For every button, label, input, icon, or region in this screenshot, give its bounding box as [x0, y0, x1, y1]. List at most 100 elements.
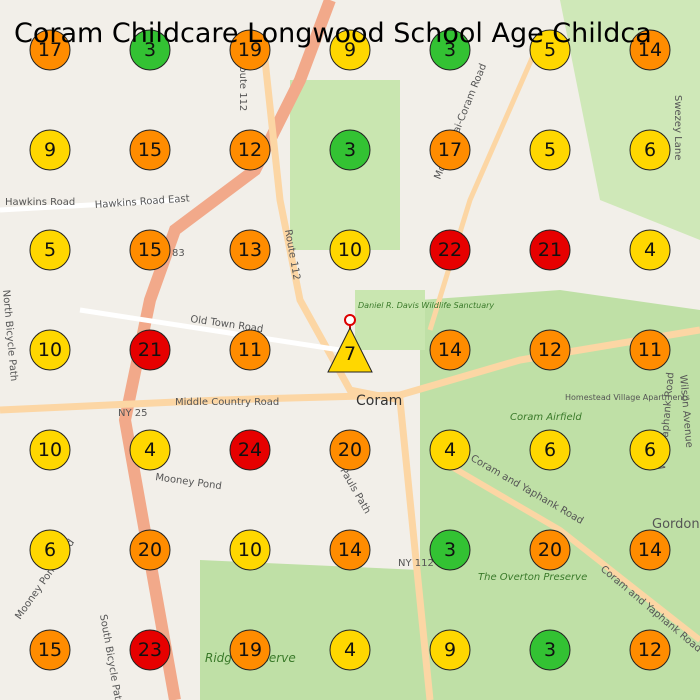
- cell-circle: [229, 229, 271, 271]
- cell-label: 19: [238, 39, 262, 61]
- cell-circle: [29, 629, 71, 671]
- park-label: Coram Airfield: [510, 412, 582, 423]
- road-label: Mooney Pond: [155, 472, 223, 492]
- cell-label: 6: [44, 539, 56, 561]
- cell-circle: [629, 129, 671, 171]
- cell-label: 15: [138, 239, 162, 261]
- center-marker: 7: [327, 314, 373, 373]
- cell-label: 10: [38, 439, 62, 461]
- cell-label: 21: [538, 239, 562, 261]
- cell-circle: [529, 629, 571, 671]
- cell-circle: [329, 629, 371, 671]
- road-label: Swezey Lane: [672, 95, 683, 160]
- cell-label: 5: [544, 39, 556, 61]
- road-label: Pauls Path: [337, 466, 372, 516]
- cell-label: 17: [38, 39, 62, 61]
- cell-circle: [329, 129, 371, 171]
- cell-label: 20: [138, 539, 162, 561]
- grid-markers: 17 3 19 9 3 5 14 9 15 12 3 17 5 6 5 15 13 10 22 21 4 10 21 11 14…: [29, 29, 671, 671]
- cell-circle: [429, 329, 471, 371]
- cell-circle: [29, 529, 71, 571]
- road-label: 83: [172, 248, 185, 259]
- cell-label: 11: [238, 339, 262, 361]
- cell-label: 20: [338, 439, 362, 461]
- cell-label: 4: [444, 439, 456, 461]
- cell-label: 6: [544, 439, 556, 461]
- triangle-marker: [327, 326, 373, 373]
- cell-circle: [529, 429, 571, 471]
- cell-circle: [229, 529, 271, 571]
- cell-circle: [629, 629, 671, 671]
- town-label: Coram: [356, 393, 402, 409]
- road-label: Middle Country Road: [175, 397, 279, 408]
- cell-circle: [429, 29, 471, 71]
- road-label: North Bicycle Path: [0, 289, 19, 381]
- cell-label: 5: [44, 239, 56, 261]
- cell-circle: [129, 29, 171, 71]
- cell-label: 10: [238, 539, 262, 561]
- cell-label: 11: [638, 339, 662, 361]
- cell-label: 13: [238, 239, 262, 261]
- cell-circle: [529, 29, 571, 71]
- cell-label: 14: [338, 539, 362, 561]
- cell-circle: [329, 229, 371, 271]
- cell-circle: [229, 29, 271, 71]
- cell-label: 14: [438, 339, 462, 361]
- cell-circle: [529, 529, 571, 571]
- cell-label: 6: [644, 439, 656, 461]
- cell-circle: [129, 529, 171, 571]
- cell-label: 12: [538, 339, 562, 361]
- cell-circle: [229, 329, 271, 371]
- road-label: NY 112: [398, 558, 434, 569]
- cell-label: 3: [444, 539, 456, 561]
- cell-circle: [329, 429, 371, 471]
- cell-label: 12: [238, 139, 262, 161]
- cell-label: 5: [544, 139, 556, 161]
- cell-circle: [429, 629, 471, 671]
- road-label: NY 25: [118, 408, 148, 419]
- cell-label: 22: [438, 239, 462, 261]
- cell-circle: [529, 329, 571, 371]
- cell-circle: [629, 529, 671, 571]
- cell-circle: [229, 129, 271, 171]
- cell-circle: [429, 229, 471, 271]
- cell-label: 17: [438, 139, 462, 161]
- cell-circle: [129, 329, 171, 371]
- cell-label: 9: [44, 139, 56, 161]
- cell-label: 9: [444, 639, 456, 661]
- cell-label: 14: [638, 39, 662, 61]
- cell-circle: [29, 429, 71, 471]
- park-label: Daniel R. Davis Wildlife Sanctuary: [358, 301, 494, 310]
- park-label: The Overton Preserve: [478, 572, 587, 583]
- cell-label: 24: [238, 439, 262, 461]
- cell-circle: [29, 229, 71, 271]
- road-label: Hawkins Road East: [94, 193, 190, 211]
- cell-label: 3: [144, 39, 156, 61]
- cell-label: 10: [38, 339, 62, 361]
- cell-circle: [129, 429, 171, 471]
- cell-label: 3: [444, 39, 456, 61]
- cell-circle: [529, 129, 571, 171]
- cell-circle: [129, 129, 171, 171]
- cell-label: 6: [644, 139, 656, 161]
- cell-circle: [29, 329, 71, 371]
- cell-circle: [129, 229, 171, 271]
- cell-label: 12: [638, 639, 662, 661]
- cell-circle: [529, 229, 571, 271]
- cell-label: 15: [38, 639, 62, 661]
- cell-circle: [629, 329, 671, 371]
- cell-circle: [129, 629, 171, 671]
- cell-label: 4: [344, 639, 356, 661]
- cell-circle: [229, 429, 271, 471]
- road-label: Hawkins Road: [5, 197, 75, 208]
- cell-circle: [29, 29, 71, 71]
- cell-label: 3: [344, 139, 356, 161]
- cell-label: 15: [138, 139, 162, 161]
- cell-label: 21: [138, 339, 162, 361]
- cell-circle: [229, 629, 271, 671]
- location-pin: [344, 314, 356, 326]
- cell-circle: [629, 429, 671, 471]
- cell-label: 10: [338, 239, 362, 261]
- cell-label: 23: [138, 639, 162, 661]
